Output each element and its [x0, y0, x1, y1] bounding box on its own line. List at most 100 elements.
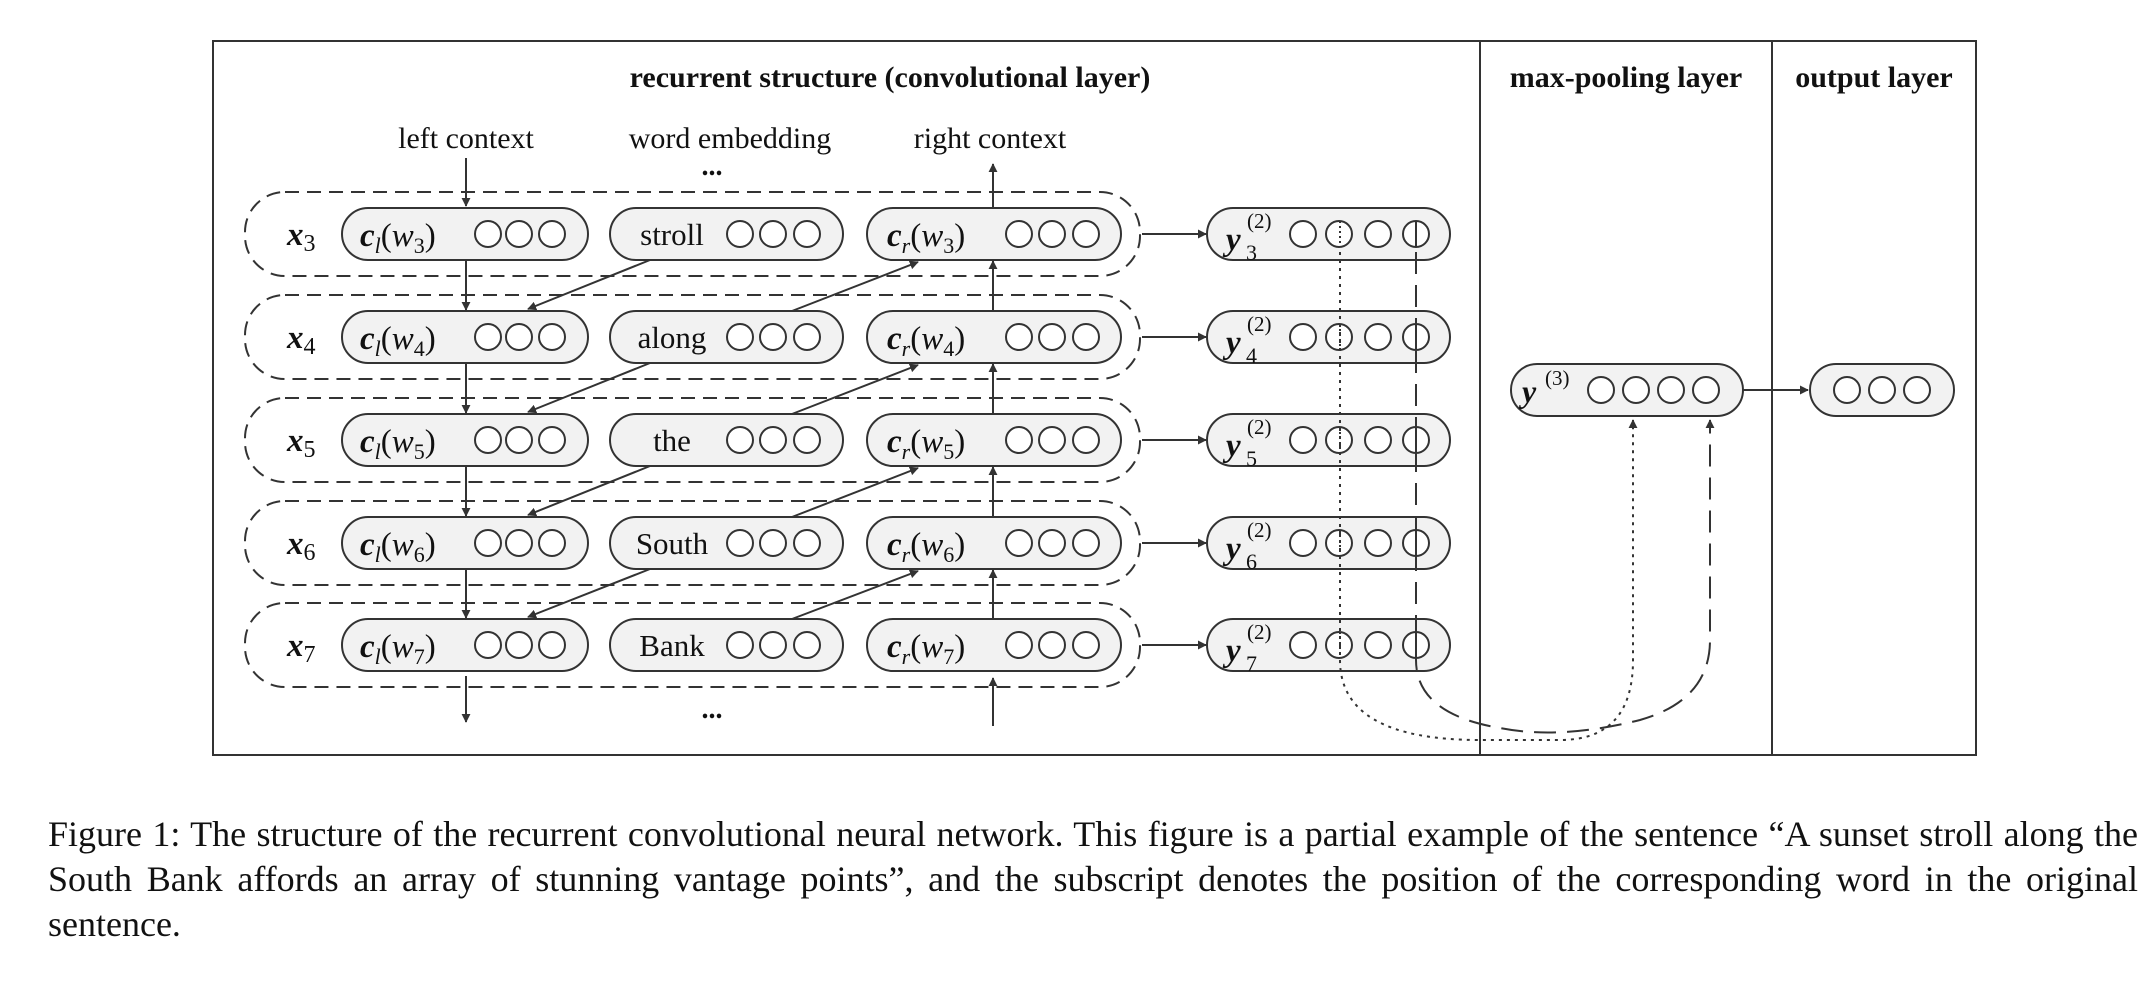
embedding-to-left-arrow [527, 568, 651, 619]
y2-superscript: (2) [1247, 312, 1272, 336]
right-unit-icon [1005, 220, 1033, 248]
left-unit-icon [474, 631, 502, 659]
right-unit-icon [1072, 220, 1100, 248]
left-context-header: left context [398, 122, 534, 155]
maxpool-unit-icon [1587, 376, 1615, 404]
row-7: x7 cl(w7) Bank cr(w7) y 7 (2) [244, 602, 1451, 688]
row-group-outline [244, 191, 1141, 277]
y2-unit-icon [1289, 426, 1317, 454]
y2-subscript: 7 [1246, 651, 1257, 676]
row-5: x5 cl(w5) the cr(w5) y 5 (2) [244, 397, 1451, 483]
y2-symbol: y [1222, 325, 1241, 361]
embedding-unit-icon [759, 220, 787, 248]
maxpool-unit-icon [1657, 376, 1685, 404]
left-context-label: cl(w4) [360, 321, 436, 361]
word-label: along [638, 320, 707, 355]
y2-subscript: 3 [1246, 240, 1257, 265]
embedding-unit-icon [793, 426, 821, 454]
rows-layer: x3 cl(w3) stroll cr(w3) y 3(2)x4 cl(w4) along cr… [244, 191, 1451, 688]
embedding-unit-icon [726, 631, 754, 659]
x-symbol: x6 [286, 526, 316, 566]
maxpool-unit-icon [1692, 376, 1720, 404]
y3-superscript: (3) [1545, 366, 1570, 390]
left-unit-icon [474, 323, 502, 351]
y2-subscript: 5 [1246, 446, 1257, 471]
right-unit-icon [1005, 631, 1033, 659]
embedding-to-right-arrow [791, 363, 919, 415]
left-unit-icon [538, 220, 566, 248]
y2-unit-icon [1364, 323, 1392, 351]
right-unit-icon [1072, 529, 1100, 557]
left-unit-icon [538, 426, 566, 454]
rcnn-diagram: recurrent structure (convolutional layer… [212, 40, 1977, 756]
x-symbol: x3 [286, 217, 316, 257]
right-unit-icon [1038, 220, 1066, 248]
y2-unit-icon [1325, 323, 1353, 351]
left-context-label: cl(w7) [360, 629, 436, 669]
embedding-to-right-arrow [791, 466, 919, 518]
embedding-unit-icon [759, 323, 787, 351]
embedding-to-right-arrow [791, 569, 919, 620]
recurrent-structure-title: recurrent structure (convolutional layer… [630, 61, 1151, 94]
x-symbol: x4 [286, 320, 316, 360]
y2-superscript: (2) [1247, 415, 1272, 439]
word-label: stroll [640, 217, 704, 252]
embedding-unit-icon [759, 631, 787, 659]
left-unit-icon [538, 323, 566, 351]
right-context-label: cr(w7) [887, 629, 965, 669]
embedding-unit-icon [726, 529, 754, 557]
right-unit-icon [1072, 426, 1100, 454]
left-unit-icon [474, 529, 502, 557]
maxpool-unit-icon [1622, 376, 1650, 404]
left-context-label: cl(w6) [360, 527, 436, 567]
output-node [1809, 363, 1955, 417]
left-context-node [341, 618, 589, 672]
left-unit-icon [474, 220, 502, 248]
ellipsis-top: ... [702, 151, 723, 182]
row-group-outline [244, 602, 1141, 688]
word-embedding-header: word embedding [629, 122, 831, 155]
y2-unit-icon [1364, 220, 1392, 248]
left-context-label: cl(w5) [360, 424, 436, 464]
embedding-unit-icon [726, 220, 754, 248]
figure-frame [212, 40, 1977, 756]
output-layer-title: output layer [1795, 61, 1953, 94]
row-group-outline [244, 500, 1141, 586]
left-context-label: cl(w3) [360, 218, 436, 258]
max-pooling-title: max-pooling layer [1510, 61, 1743, 94]
right-context-label: cr(w5) [887, 424, 965, 464]
embedding-to-left-arrow [527, 465, 651, 517]
embedding-unit-icon [793, 529, 821, 557]
y2-unit-icon [1325, 220, 1353, 248]
y2-symbol: y [1222, 222, 1241, 258]
y2-unit-icon [1364, 529, 1392, 557]
right-unit-icon [1005, 426, 1033, 454]
right-context-label: cr(w3) [887, 218, 965, 258]
right-context-label: cr(w4) [887, 321, 965, 361]
y2-symbol: y [1222, 428, 1241, 464]
links-layer [461, 259, 998, 620]
right-context-header: right context [914, 122, 1067, 155]
y2-superscript: (2) [1247, 620, 1272, 644]
output-unit-icon [1903, 376, 1931, 404]
left-unit-icon [505, 323, 533, 351]
row-group-outline [244, 294, 1141, 380]
left-unit-icon [538, 631, 566, 659]
y2-symbol: y [1222, 531, 1241, 567]
x-symbol: x5 [286, 423, 316, 463]
embedding-unit-icon [759, 426, 787, 454]
y2-unit-icon [1289, 220, 1317, 248]
word-label: Bank [639, 628, 705, 663]
y2-unit-icon [1289, 631, 1317, 659]
right-unit-icon [1072, 323, 1100, 351]
row-4: x4 cl(w4) along cr(w4) y 4 (2) [244, 294, 1451, 380]
output-unit-icon [1833, 376, 1861, 404]
left-unit-icon [505, 631, 533, 659]
y2-unit-icon [1289, 323, 1317, 351]
x-symbol: x7 [286, 628, 316, 668]
row-3: x3 cl(w3) stroll cr(w3) y 3 (2) [244, 191, 1451, 277]
word-label: South [636, 526, 709, 561]
left-unit-icon [538, 529, 566, 557]
y2-unit-icon [1364, 426, 1392, 454]
right-unit-icon [1038, 323, 1066, 351]
